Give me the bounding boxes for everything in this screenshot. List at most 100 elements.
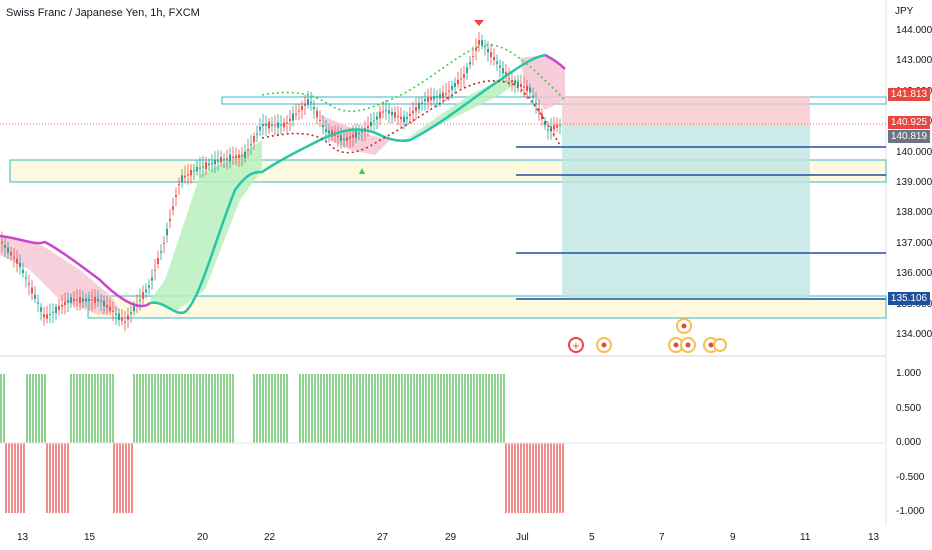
price-bar-body — [475, 48, 477, 51]
histogram-bar — [94, 374, 96, 443]
price-bar-body — [238, 154, 240, 158]
price-bar-body — [214, 159, 216, 165]
histogram-bar — [326, 374, 328, 443]
oscillator-histogram — [0, 374, 564, 513]
price-bar-body — [457, 79, 459, 85]
histogram-bar — [494, 374, 496, 443]
price-bar-body — [556, 124, 558, 128]
histogram-bar — [529, 443, 531, 513]
price-bar-body — [307, 99, 309, 105]
histogram-bar — [112, 374, 114, 443]
event-icons[interactable]: + — [568, 318, 727, 353]
price-bar-body — [181, 175, 183, 183]
histogram-bar — [302, 374, 304, 443]
histogram-bar — [178, 374, 180, 443]
price-bar-body — [19, 262, 21, 268]
histogram-bar — [440, 374, 442, 443]
histogram-bar — [371, 374, 373, 443]
price-bar-body — [229, 154, 231, 162]
histogram-bar — [41, 374, 43, 443]
histogram-bar — [538, 443, 540, 513]
histogram-bar — [341, 374, 343, 443]
histogram-bar — [26, 374, 28, 443]
histogram-bar — [380, 374, 382, 443]
price-bar-body — [94, 296, 96, 304]
price-bar-body — [193, 170, 195, 172]
price-bar-body — [313, 107, 315, 109]
histogram-bar — [329, 374, 331, 443]
histogram-bar — [419, 374, 421, 443]
price-bar-body — [319, 119, 321, 121]
histogram-bar — [131, 443, 133, 513]
price-bar-body — [301, 105, 303, 111]
histogram-bar — [70, 374, 72, 443]
price-bar-body — [523, 86, 525, 88]
histogram-bar — [452, 374, 454, 443]
price-bar-body — [493, 57, 495, 61]
histogram-bar — [449, 374, 451, 443]
histogram-bar — [88, 374, 90, 443]
price-bar-body — [118, 313, 120, 321]
time-tick: Jul — [516, 532, 529, 543]
price-bar-body — [178, 183, 180, 185]
price-bar-body — [211, 162, 213, 164]
stop-loss-zone[interactable] — [562, 96, 810, 126]
price-bar-body — [412, 110, 414, 114]
histogram-bar — [157, 374, 159, 443]
histogram-bar — [100, 374, 102, 443]
histogram-bar — [166, 374, 168, 443]
histogram-bar — [308, 374, 310, 443]
price-bar-body — [190, 169, 192, 176]
price-bar-body — [91, 299, 93, 301]
price-bar-body — [253, 136, 255, 143]
price-bar-body — [1, 241, 3, 244]
price-bar-body — [139, 299, 141, 301]
sell-signal-icon — [474, 20, 484, 26]
histogram-bar — [401, 374, 403, 443]
histogram-bar — [562, 443, 564, 513]
price-bar-body — [463, 74, 465, 78]
histogram-bar — [392, 374, 394, 443]
price-bar-body — [127, 315, 129, 320]
histogram-bar — [17, 443, 19, 513]
price-bar-body — [487, 49, 489, 53]
price-bar-body — [112, 311, 114, 313]
histogram-bar — [416, 374, 418, 443]
histogram-bar — [458, 374, 460, 443]
histogram-bar — [202, 374, 204, 443]
take-profit-zone[interactable] — [562, 126, 810, 298]
histogram-bar — [347, 374, 349, 443]
histogram-bar — [3, 374, 5, 443]
price-bar-body — [88, 299, 90, 301]
price-bar-body — [553, 125, 555, 130]
histogram-bar — [0, 374, 2, 443]
price-bar-body — [121, 317, 123, 321]
price-bar-body — [376, 116, 378, 120]
price-bar-body — [7, 247, 9, 253]
price-bar-body — [526, 85, 528, 92]
histogram-bar — [49, 443, 51, 513]
price-bar-body — [61, 304, 63, 307]
histogram-bar — [559, 443, 561, 513]
histogram-bar — [160, 374, 162, 443]
histogram-bar — [139, 374, 141, 443]
price-bar-body — [28, 283, 30, 285]
price-bar-body — [538, 108, 540, 112]
price-bar-body — [406, 117, 408, 119]
price-bar-body — [517, 81, 519, 87]
histogram-bar — [556, 443, 558, 513]
histogram-bar — [196, 374, 198, 443]
price-bar-body — [367, 125, 369, 129]
histogram-bar — [520, 443, 522, 513]
histogram-bar — [29, 374, 31, 443]
price-bar-body — [265, 124, 267, 126]
price-bar-body — [271, 124, 273, 126]
histogram-bar — [320, 374, 322, 443]
histogram-bar — [413, 374, 415, 443]
price-bar-body — [55, 306, 57, 314]
price-bar-body — [322, 124, 324, 128]
price-bar-body — [310, 101, 312, 103]
histogram-bar — [187, 374, 189, 443]
histogram-bar — [464, 374, 466, 443]
